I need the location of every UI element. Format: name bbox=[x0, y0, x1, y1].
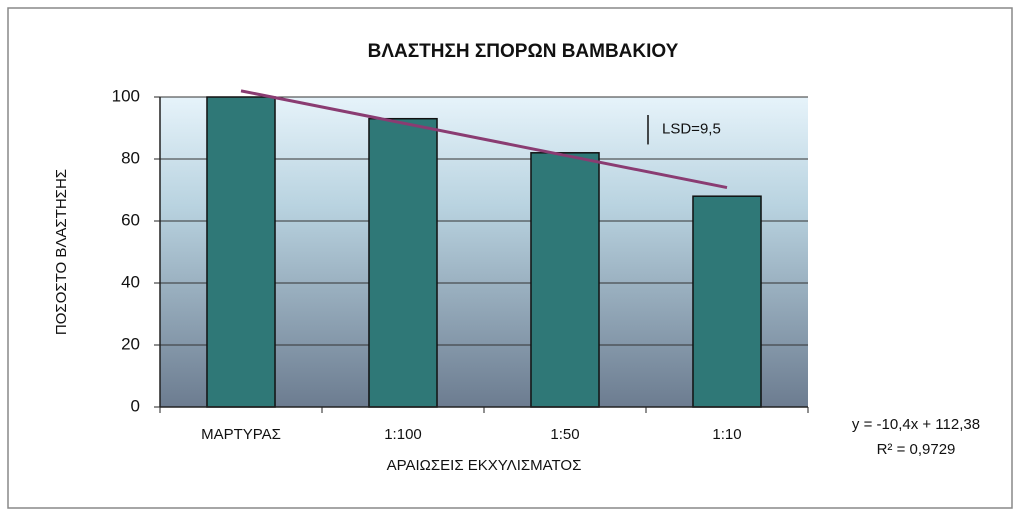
bar bbox=[368, 117, 438, 408]
bar bbox=[692, 195, 762, 408]
x-tick-label: ΜΑΡΤΥΡΑΣ bbox=[201, 426, 281, 443]
y-tick-label: 40 bbox=[121, 272, 140, 291]
y-tick-label: 80 bbox=[121, 148, 140, 167]
x-tick-label: 1:100 bbox=[384, 426, 422, 443]
trendline bbox=[240, 89, 728, 190]
trend-equation: y = -10,4x + 112,38 bbox=[852, 416, 980, 433]
y-axis-title: ΠΟΣΟΣΤΟ ΒΛΑΣΤΗΣΗΣ bbox=[53, 169, 70, 335]
x-axis-title: ΑΡΑΙΩΣΕΙΣ ΕΚΧΥΛΙΣΜΑΤΟΣ bbox=[387, 457, 582, 474]
x-tick-label: 1:10 bbox=[712, 426, 741, 443]
y-tick-label: 20 bbox=[121, 334, 140, 353]
y-tick-label: 100 bbox=[112, 86, 140, 105]
trend-r-squared: R² = 0,9729 bbox=[877, 441, 956, 458]
y-tick-label: 60 bbox=[121, 210, 140, 229]
bar bbox=[530, 152, 600, 408]
lsd-label: LSD=9,5 bbox=[662, 121, 721, 138]
bar bbox=[206, 96, 276, 408]
y-tick-label: 0 bbox=[131, 396, 140, 415]
chart-title: ΒΛΑΣΤΗΣΗ ΣΠΟΡΩΝ ΒΑΜΒΑΚΙΟΥ bbox=[368, 41, 679, 62]
x-tick-label: 1:50 bbox=[550, 426, 579, 443]
